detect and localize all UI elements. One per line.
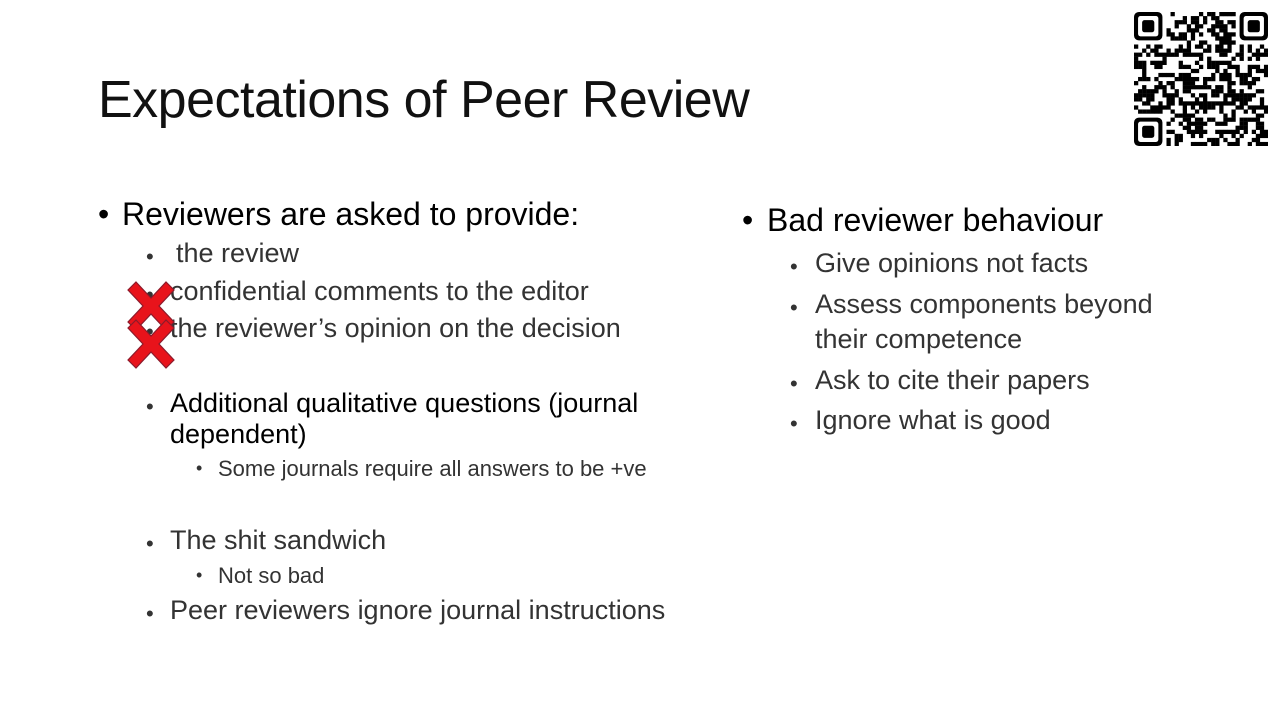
- bullet-icon: •: [146, 601, 154, 626]
- slide-title: Expectations of Peer Review: [98, 71, 750, 129]
- bullet-icon: •: [196, 458, 203, 478]
- left-item-review: the review: [176, 238, 300, 268]
- bullet-icon: •: [146, 282, 154, 307]
- right-heading: Bad reviewer behaviour: [767, 202, 1104, 238]
- bullet-icon: •: [146, 531, 154, 556]
- bullet-icon: •: [196, 565, 203, 585]
- bullet-icon: •: [742, 202, 754, 238]
- left-item-opinion: the reviewer’s opinion on the decision: [170, 313, 621, 343]
- left-item-confidential: confidential comments to the editor: [170, 276, 589, 306]
- qr-code-icon: [1134, 12, 1268, 146]
- right-item-assess: Assess components beyond: [815, 289, 1153, 319]
- right-item-assess-cont: their competence: [815, 324, 1023, 354]
- left-item-ignore-instructions: Peer reviewers ignore journal instructio…: [170, 595, 666, 625]
- bullet-icon: •: [790, 254, 798, 279]
- right-item-cite: Ask to cite their papers: [815, 365, 1090, 395]
- right-item-opinions: Give opinions not facts: [815, 248, 1089, 278]
- left-item-qualitative: Additional qualitative questions (journa…: [170, 388, 639, 418]
- bullet-icon: •: [146, 394, 154, 419]
- bullet-icon: •: [790, 371, 798, 396]
- bullet-icon: •: [790, 411, 798, 436]
- bullet-icon: •: [146, 244, 154, 269]
- left-item-sandwich: The shit sandwich: [170, 525, 387, 555]
- red-x-icon: [127, 319, 175, 369]
- left-item-qualitative-cont: dependent): [170, 419, 307, 449]
- bullet-icon: •: [98, 196, 110, 232]
- left-subitem-positive: Some journals require all answers to be …: [218, 456, 647, 481]
- bullet-icon: •: [790, 295, 798, 320]
- right-item-ignore-good: Ignore what is good: [815, 405, 1051, 435]
- bullet-icon: •: [146, 319, 154, 344]
- left-heading: Reviewers are asked to provide:: [122, 196, 580, 232]
- left-subitem-not-so-bad: Not so bad: [218, 563, 325, 588]
